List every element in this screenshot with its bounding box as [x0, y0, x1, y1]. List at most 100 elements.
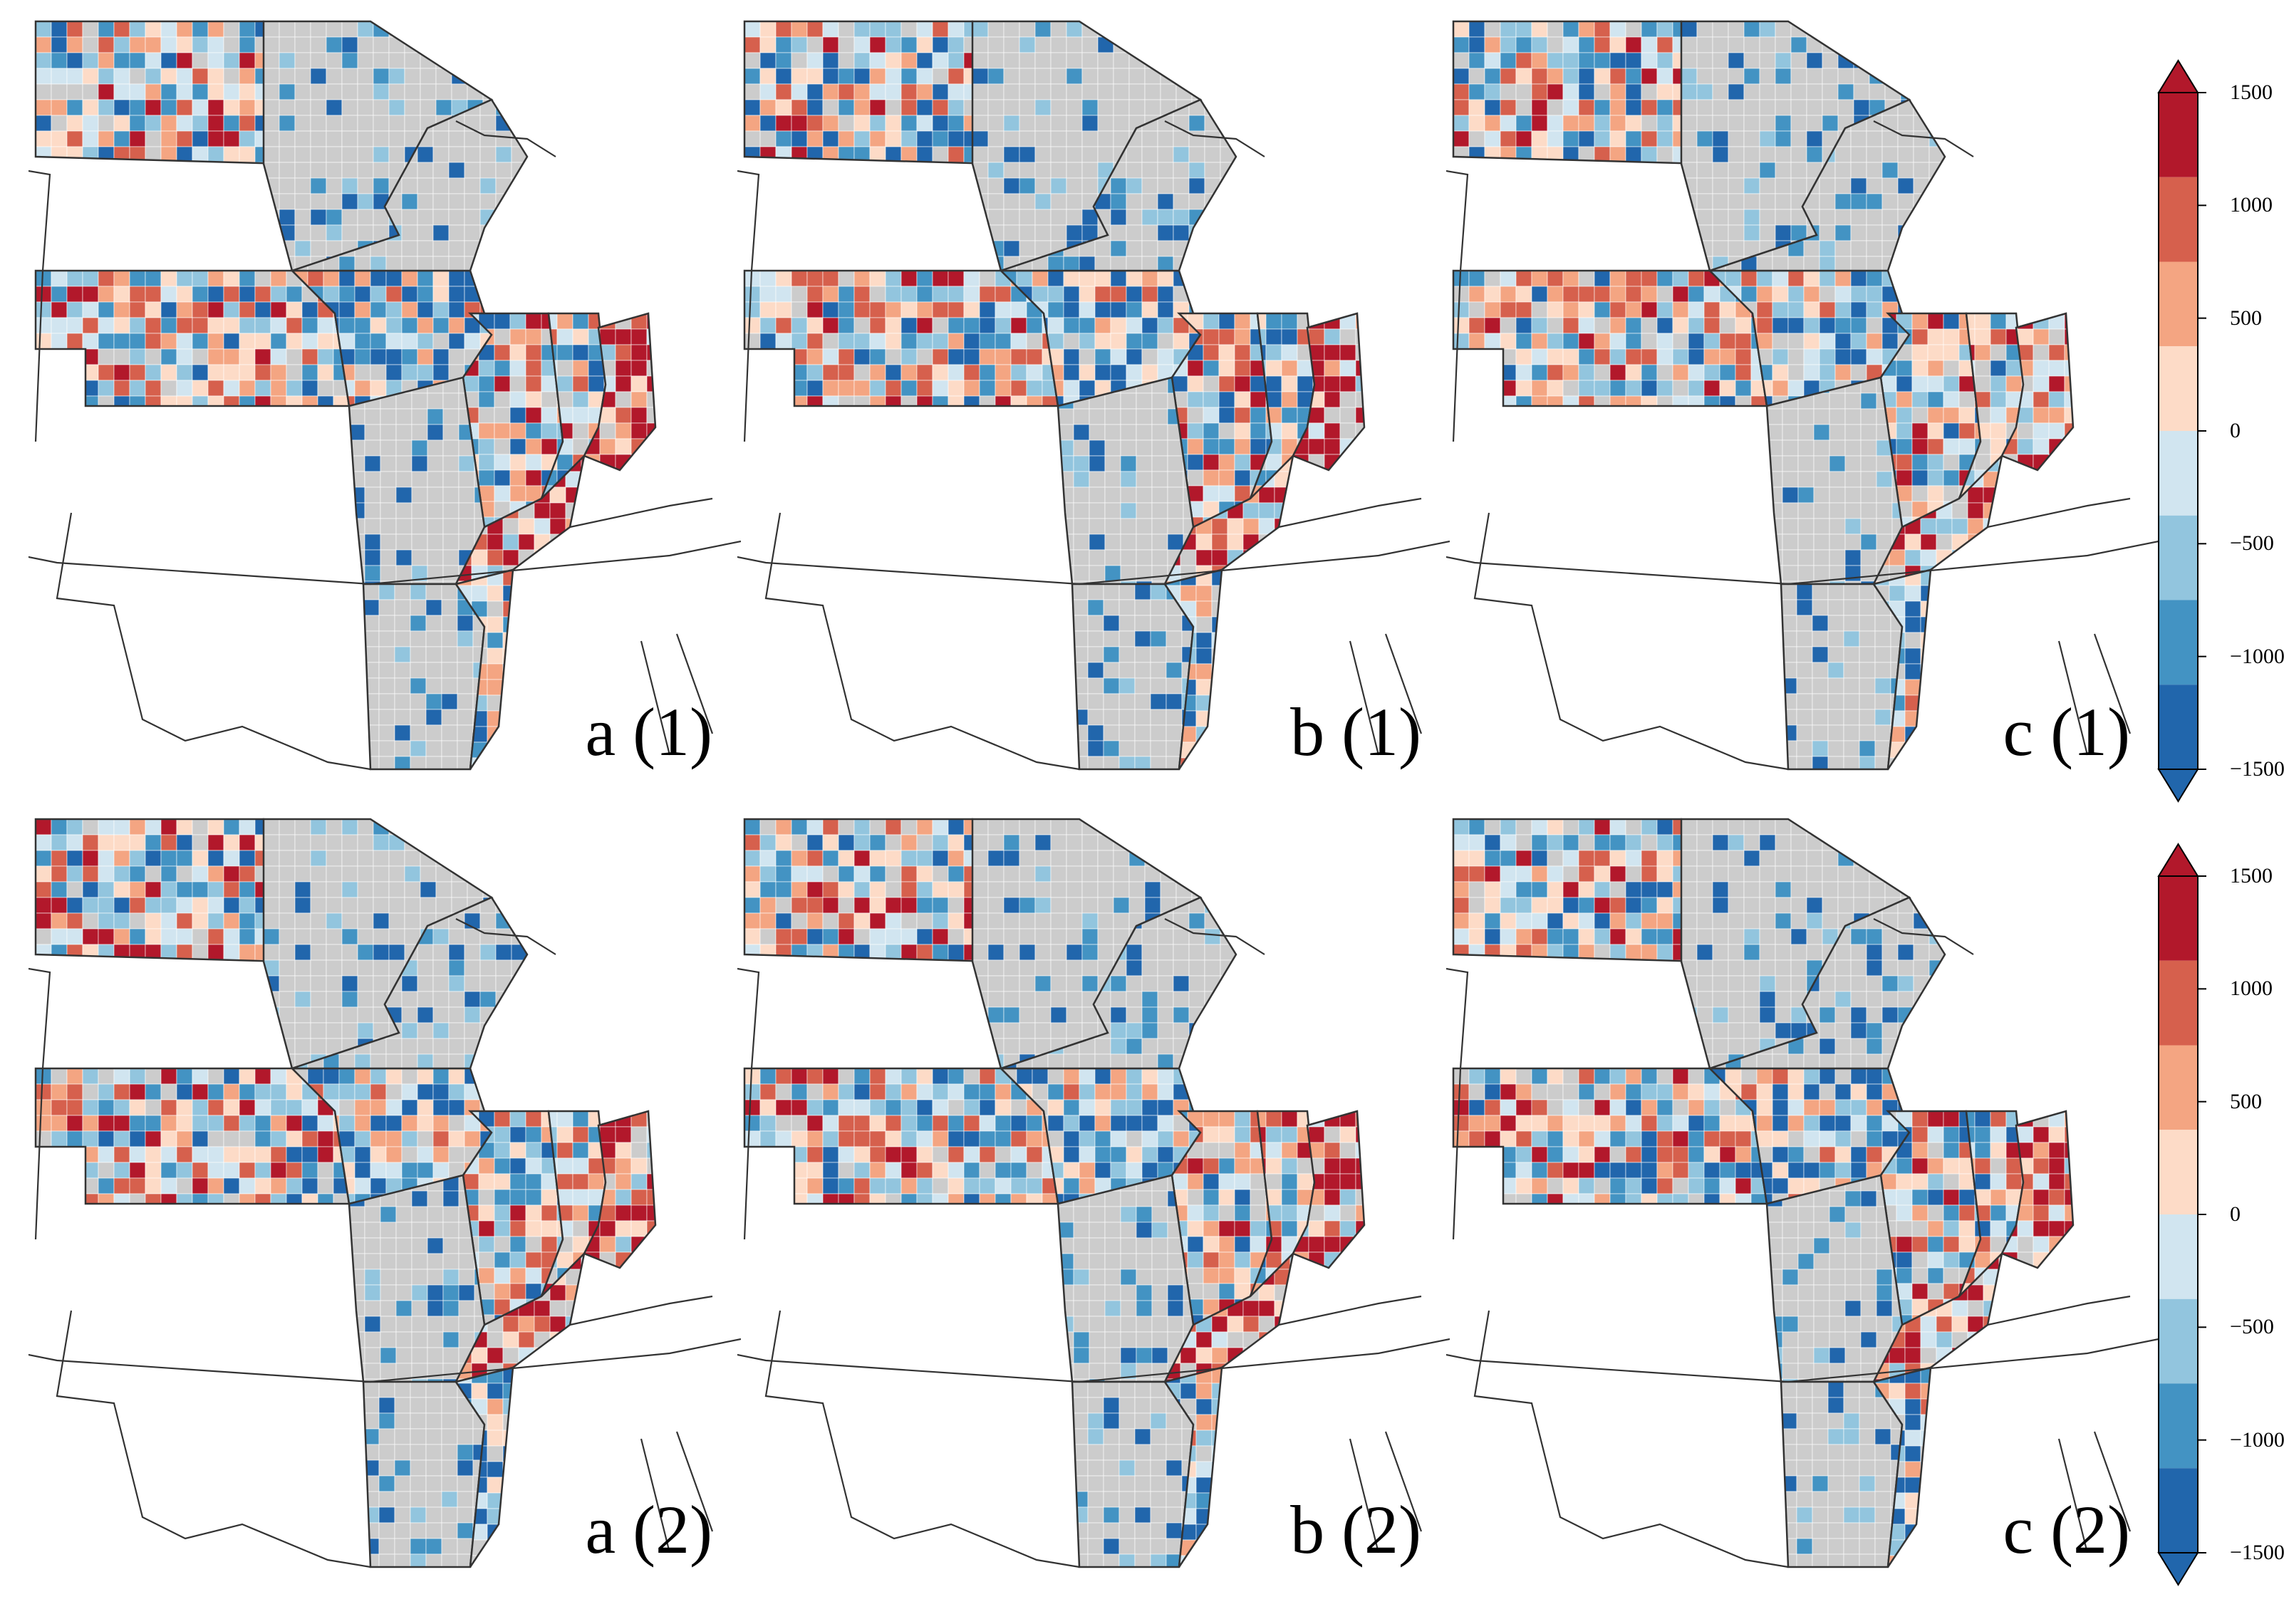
county-cell [326, 36, 343, 53]
county-cell [279, 193, 296, 210]
county-cell [411, 439, 428, 457]
county-cell [1175, 21, 1193, 38]
county-cell [82, 850, 99, 867]
county-cell [1703, 317, 1720, 334]
county-cell [467, 36, 484, 53]
county-cell [395, 439, 412, 457]
county-cell [806, 301, 824, 318]
county-cell [1150, 709, 1167, 726]
county-cell [145, 21, 162, 38]
county-cell [1578, 380, 1595, 397]
county-cell [1797, 486, 1815, 504]
background-boundary-5 [675, 633, 714, 734]
county-cell [1594, 348, 1611, 365]
county-cell [1844, 549, 1862, 566]
county-cell [1844, 408, 1862, 425]
county-cell [1728, 99, 1745, 116]
county-cell [467, 68, 484, 85]
county-cell [1118, 740, 1136, 757]
county-cell [948, 21, 965, 38]
county-cell [341, 130, 358, 147]
county-cell [900, 333, 918, 350]
county-cell [36, 834, 52, 851]
county-cell [1904, 616, 1921, 633]
county-cell [448, 317, 465, 334]
county-cell [420, 865, 437, 883]
county-cell [1781, 599, 1797, 616]
county-cell [464, 193, 481, 210]
county-cell [448, 271, 465, 287]
county-cell [192, 834, 209, 851]
county-cell [1819, 364, 1836, 381]
county-cell [1500, 21, 1517, 38]
county-cell [1515, 130, 1532, 147]
county-cell [432, 162, 450, 179]
county-cell [98, 928, 115, 945]
county-cell [1167, 455, 1184, 472]
county-cell [82, 115, 99, 132]
county-cell [36, 1083, 52, 1100]
county-cell [1681, 130, 1698, 147]
county-cell [66, 819, 83, 836]
county-cell [1911, 391, 1929, 408]
county-cell [1756, 286, 1773, 303]
county-cell [1308, 422, 1325, 439]
county-cell [51, 1068, 68, 1085]
county-cell [1625, 21, 1642, 38]
county-cell [279, 975, 296, 992]
county-cell [1150, 615, 1167, 632]
county-cell [1813, 502, 1830, 519]
county-cell [457, 677, 474, 694]
state-border-tn-strip [1872, 568, 1932, 770]
county-cell [1866, 162, 1883, 179]
county-cell [948, 380, 965, 397]
county-cell [176, 1177, 193, 1194]
county-cell [394, 615, 411, 632]
county-cell [1775, 177, 1792, 194]
county-cell [1860, 439, 1877, 457]
county-cell [1728, 240, 1745, 257]
county-cell [1066, 209, 1083, 226]
county-cell [1874, 709, 1891, 726]
county-cell [972, 130, 989, 147]
county-cell [1234, 469, 1251, 486]
county-cell [294, 52, 311, 69]
county-cell [36, 333, 52, 350]
county-cell [1468, 52, 1485, 69]
county-cell [451, 36, 468, 53]
county-cell [1081, 146, 1099, 163]
county-cell [1204, 256, 1221, 271]
county-cell [1151, 424, 1168, 441]
county-cell [223, 380, 240, 397]
county-cell [388, 99, 405, 116]
county-cell [1743, 162, 1760, 179]
county-cell [326, 897, 343, 914]
county-cell [129, 68, 146, 85]
county-cell [1728, 68, 1745, 85]
county-cell [502, 549, 519, 566]
county-cell [1743, 177, 1760, 194]
county-cell [1195, 549, 1213, 566]
county-cell [487, 647, 504, 665]
county-cell [1167, 486, 1184, 504]
county-cell [395, 533, 412, 551]
county-cell [51, 380, 68, 397]
county-cell [1531, 317, 1548, 334]
county-cell [1073, 581, 1090, 584]
county-cell [1797, 533, 1815, 551]
county-cell [207, 881, 224, 898]
county-cell [1656, 333, 1673, 350]
county-cell [900, 348, 918, 365]
county-cell [279, 1006, 296, 1024]
county-cell [98, 1130, 115, 1147]
state-ks-white [780, 406, 1065, 513]
county-cell [1157, 146, 1174, 163]
county-cell [1128, 83, 1146, 100]
county-cell [326, 944, 343, 961]
county-cell [775, 21, 792, 38]
county-cell [838, 21, 855, 38]
county-cell [1829, 424, 1846, 441]
county-cell [599, 328, 616, 345]
county-cell [1900, 83, 1909, 100]
county-cell [646, 454, 655, 470]
